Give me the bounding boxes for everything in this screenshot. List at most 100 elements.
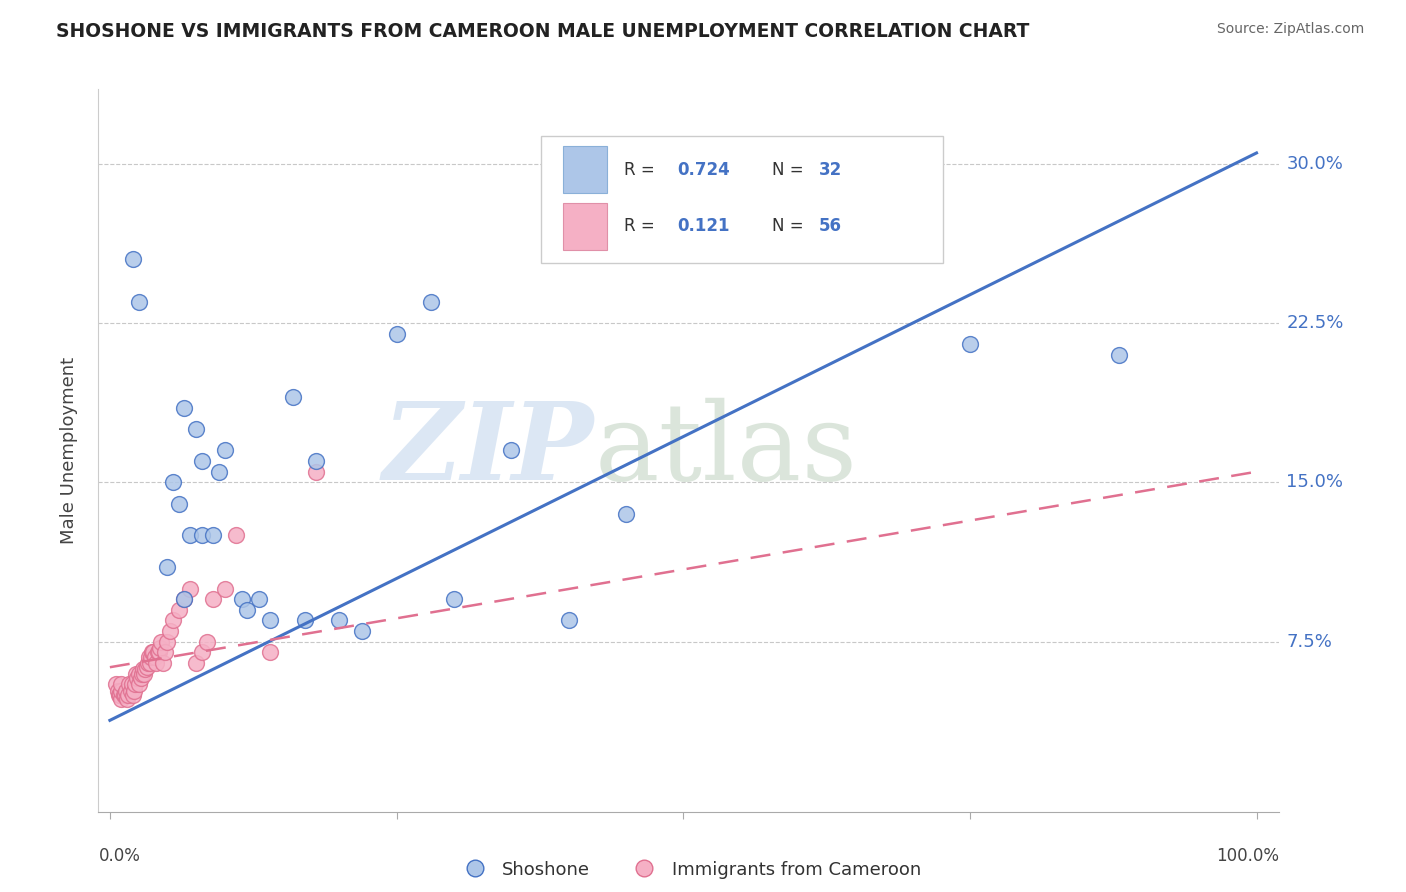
Point: [202, 528, 225, 542]
Point: [208, 465, 231, 479]
Point: [143, 649, 166, 664]
Point: [179, 528, 201, 542]
Point: [129, 671, 152, 685]
Point: [231, 592, 253, 607]
Point: [247, 592, 270, 607]
Point: [124, 677, 146, 691]
Text: atlas: atlas: [595, 398, 858, 503]
Point: [139, 656, 162, 670]
Text: Source: ZipAtlas.com: Source: ZipAtlas.com: [1216, 22, 1364, 37]
Point: [141, 649, 163, 664]
Point: [190, 528, 212, 542]
Point: [259, 645, 281, 659]
Point: [114, 688, 136, 702]
Point: [202, 592, 225, 607]
Point: [156, 634, 179, 648]
Text: 0.724: 0.724: [678, 161, 730, 178]
Point: [214, 443, 236, 458]
Point: [108, 688, 131, 702]
Point: [614, 507, 637, 521]
Point: [159, 624, 181, 639]
Point: [283, 390, 305, 404]
Point: [305, 465, 328, 479]
Text: R =: R =: [624, 161, 659, 178]
Point: [134, 662, 156, 676]
Text: 30.0%: 30.0%: [1286, 154, 1343, 172]
Text: 7.5%: 7.5%: [1286, 632, 1333, 651]
Point: [110, 683, 132, 698]
Point: [127, 671, 149, 685]
Point: [184, 656, 207, 670]
Point: [149, 641, 172, 656]
Text: SHOSHONE VS IMMIGRANTS FROM CAMEROON MALE UNEMPLOYMENT CORRELATION CHART: SHOSHONE VS IMMIGRANTS FROM CAMEROON MAL…: [56, 22, 1029, 41]
Point: [501, 443, 523, 458]
Point: [146, 645, 169, 659]
Point: [328, 614, 350, 628]
Point: [959, 337, 981, 351]
Point: [134, 666, 156, 681]
Point: [162, 475, 184, 490]
Text: N =: N =: [772, 161, 808, 178]
Point: [122, 683, 145, 698]
Point: [135, 660, 157, 674]
Point: [115, 683, 138, 698]
Text: 0.0%: 0.0%: [98, 847, 141, 865]
Point: [108, 688, 131, 702]
Text: 100.0%: 100.0%: [1216, 847, 1279, 865]
Point: [236, 603, 259, 617]
Point: [352, 624, 374, 639]
Point: [121, 252, 143, 267]
Point: [142, 645, 165, 659]
Point: [110, 677, 132, 691]
Text: 0.121: 0.121: [678, 218, 730, 235]
Point: [184, 422, 207, 436]
Y-axis label: Male Unemployment: Male Unemployment: [59, 357, 77, 544]
Point: [128, 666, 150, 681]
Point: [131, 666, 153, 681]
Point: [110, 692, 132, 706]
Point: [225, 528, 247, 542]
Point: [179, 582, 201, 596]
Point: [136, 656, 159, 670]
FancyBboxPatch shape: [541, 136, 943, 262]
Text: N =: N =: [772, 218, 808, 235]
Point: [294, 614, 316, 628]
Text: 56: 56: [818, 218, 842, 235]
Text: ZIP: ZIP: [382, 398, 595, 503]
Point: [141, 645, 163, 659]
Point: [128, 294, 150, 309]
Point: [190, 645, 212, 659]
Point: [420, 294, 443, 309]
Point: [214, 582, 236, 596]
Point: [173, 401, 195, 415]
Point: [112, 688, 135, 702]
Point: [1108, 348, 1130, 362]
Legend: Shoshone, Immigrants from Cameroon: Shoshone, Immigrants from Cameroon: [450, 854, 928, 886]
Point: [115, 692, 138, 706]
Text: 22.5%: 22.5%: [1286, 314, 1344, 332]
Text: 15.0%: 15.0%: [1286, 474, 1344, 491]
Bar: [562, 146, 607, 193]
Point: [162, 614, 184, 628]
Point: [125, 666, 148, 681]
Bar: [562, 203, 607, 250]
Point: [104, 677, 127, 691]
Point: [150, 634, 173, 648]
Point: [148, 645, 170, 659]
Text: R =: R =: [624, 218, 659, 235]
Point: [195, 634, 218, 648]
Point: [121, 677, 143, 691]
Point: [173, 592, 195, 607]
Point: [121, 688, 143, 702]
Point: [259, 614, 281, 628]
Point: [152, 656, 174, 670]
Point: [167, 603, 190, 617]
Point: [557, 614, 579, 628]
Point: [305, 454, 328, 468]
Point: [128, 677, 150, 691]
Point: [120, 683, 142, 698]
Point: [156, 560, 179, 574]
Point: [145, 656, 167, 670]
Point: [443, 592, 465, 607]
Point: [117, 688, 139, 702]
